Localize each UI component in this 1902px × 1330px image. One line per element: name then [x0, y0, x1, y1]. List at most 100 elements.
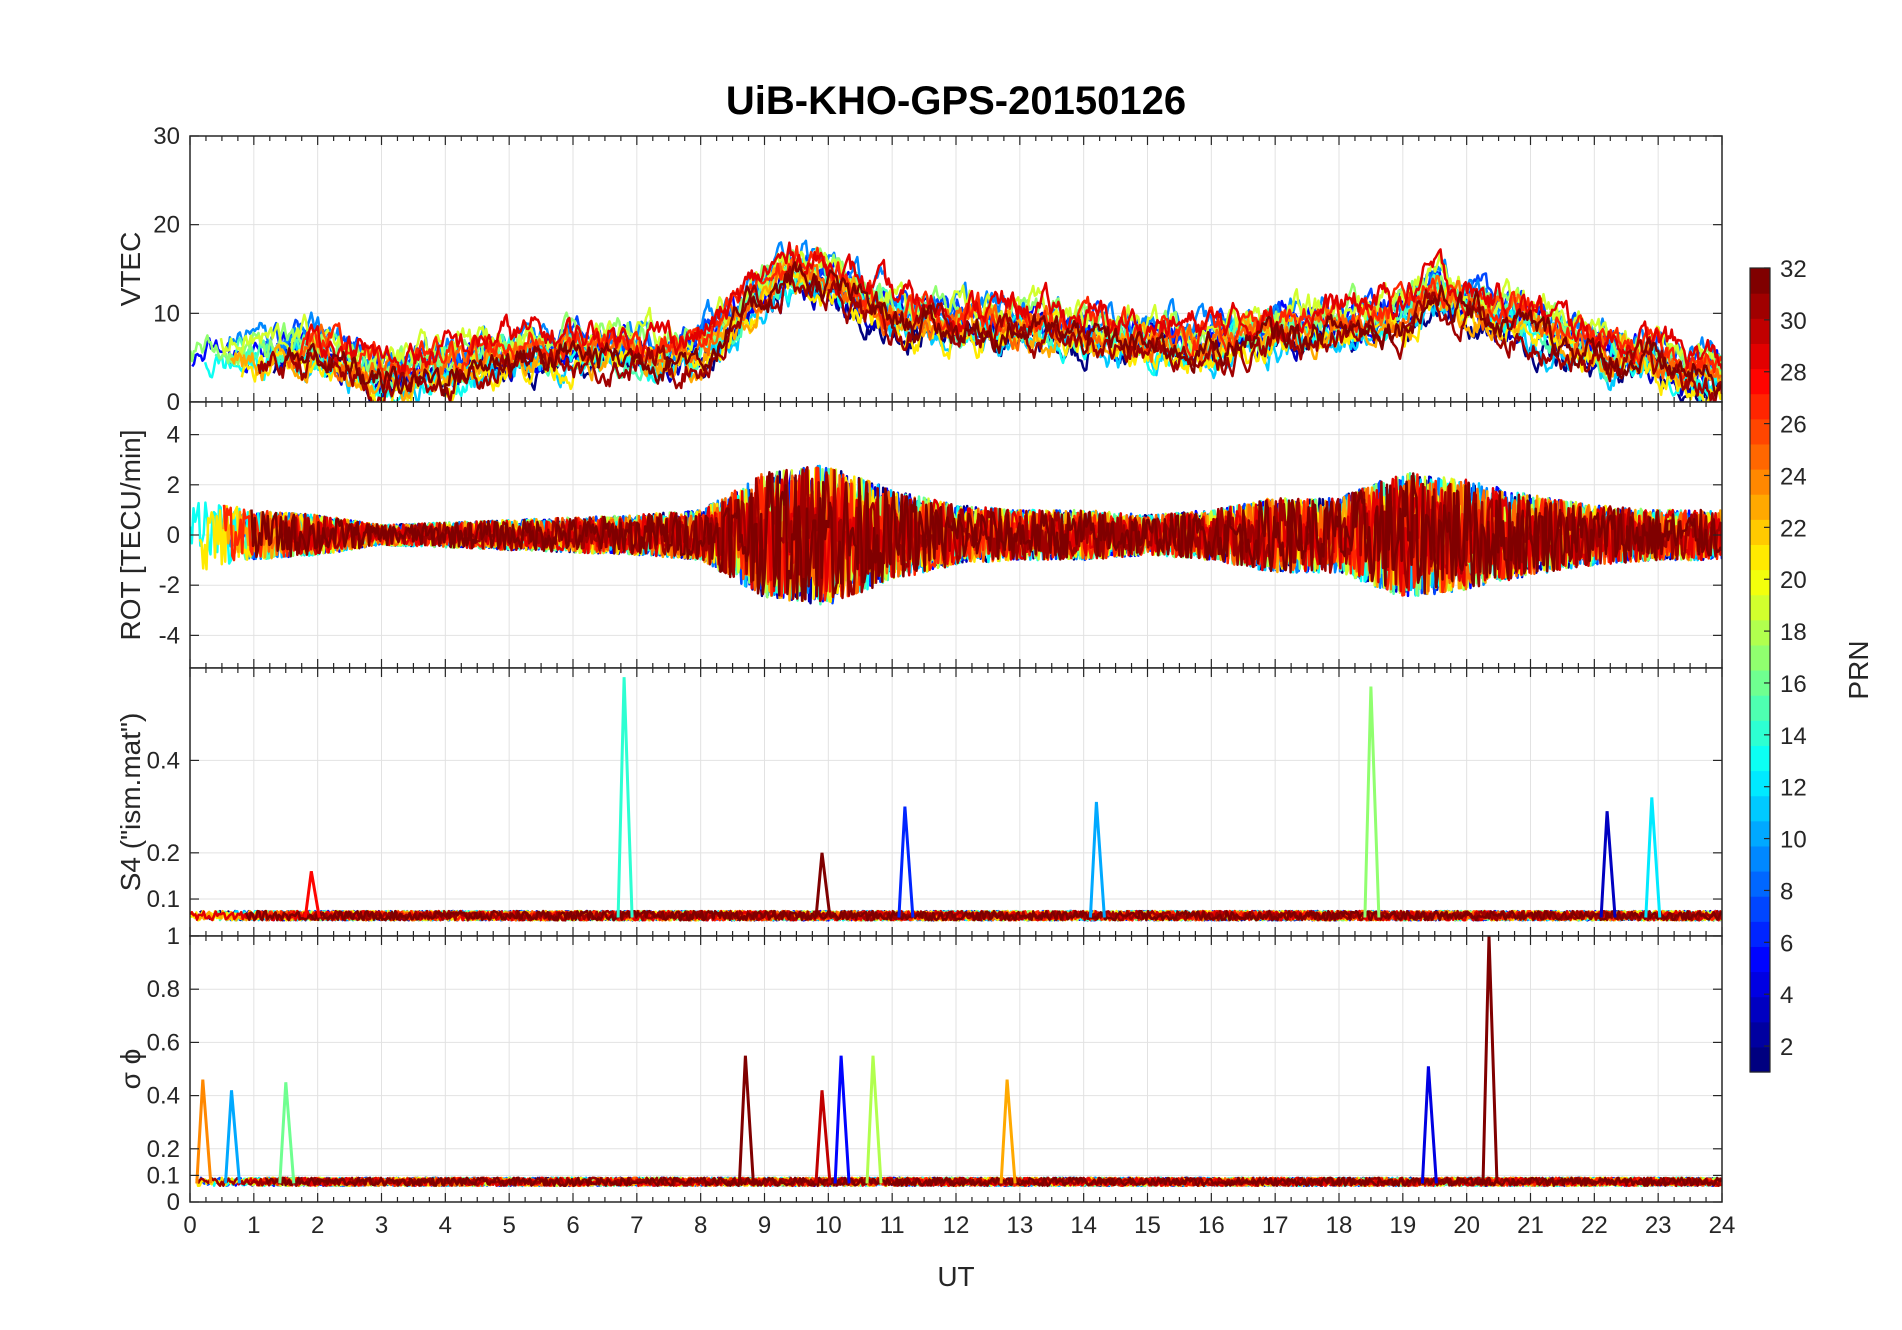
- colorbar-tick-label: 26: [1780, 412, 1807, 439]
- colorbar-segment: [1750, 494, 1770, 520]
- colorbar-segment: [1750, 795, 1770, 822]
- series-prn-31: [196, 1176, 1722, 1188]
- spike-prn-28: [303, 871, 321, 918]
- chart-title: UiB-KHO-GPS-20150126: [726, 79, 1186, 123]
- spike-prn-18: [865, 1055, 883, 1184]
- panel-s4: 0.1 0.2 0.4S4 ("ism.mat"): [115, 667, 1723, 937]
- colorbar-segment: [1750, 393, 1770, 420]
- y-tick-label: 0.1: [147, 886, 180, 913]
- colorbar-segment: [1750, 644, 1770, 671]
- spike-prn-16: [278, 1082, 296, 1184]
- y-tick-label: 0.8: [147, 976, 180, 1003]
- y-tick-label: -2: [159, 572, 180, 599]
- colorbar-segment: [1750, 946, 1770, 973]
- spike-prn-6: [897, 806, 915, 918]
- colorbar-segment: [1750, 519, 1770, 545]
- panel-vtec: 0 10 20 30 VTEC: [115, 123, 1723, 416]
- colorbar-segment: [1750, 544, 1770, 571]
- y-tick-label: 30: [153, 123, 180, 150]
- colorbar-tick-label: 22: [1780, 515, 1807, 542]
- colorbar-segment: [1750, 1021, 1770, 1048]
- colorbar-segment: [1750, 770, 1770, 797]
- colorbar-segment: [1750, 619, 1770, 646]
- colorbar-segment: [1750, 896, 1770, 922]
- colorbar-segment: [1750, 996, 1770, 1023]
- colorbar-tick-label: 20: [1780, 567, 1807, 594]
- colorbar-segment: [1750, 318, 1770, 344]
- colorbar-tick-label: 8: [1780, 878, 1793, 905]
- colorbar-tick-label: 14: [1780, 723, 1807, 750]
- x-tick-label: 19: [1389, 1212, 1416, 1239]
- colorbar-segment: [1750, 921, 1770, 947]
- colorbar-segment: [1750, 594, 1770, 621]
- x-tick-label: 6: [566, 1212, 579, 1239]
- y-axis-label-s4: S4 ("ism.mat"): [115, 713, 146, 892]
- x-tick-label: 14: [1070, 1212, 1097, 1239]
- y-tick-label: 0.6: [147, 1029, 180, 1056]
- y-tick-label: 0.2: [147, 840, 180, 867]
- colorbar-segment: [1750, 871, 1770, 897]
- x-tick-labels: 0 1 2 3 4 5 6 7 8 9 10 11 12 13 14 15 16 17 18 19 20 21 22 23 24: [183, 1212, 1735, 1239]
- y-axis-label-sigma: σ ϕ: [115, 1049, 146, 1090]
- y-tick-label: 0: [167, 522, 180, 549]
- colorbar-segment: [1750, 569, 1770, 596]
- y-tick-label: 0.1: [147, 1162, 180, 1189]
- x-tick-label: 1: [247, 1212, 260, 1239]
- series-prn-32: [244, 909, 1722, 922]
- colorbar-tick-label: 4: [1780, 982, 1793, 1009]
- colorbar-tick-label: 24: [1780, 463, 1807, 490]
- y-axis-label-rot: ROT [TECU/min]: [115, 429, 146, 640]
- series-prn-32: [250, 471, 1722, 603]
- colorbar-segment: [1750, 368, 1770, 395]
- x-tick-label: 23: [1645, 1212, 1672, 1239]
- spike-prn-17: [1363, 686, 1381, 918]
- colorbar-tick-label: 32: [1780, 256, 1807, 283]
- x-tick-label: 21: [1517, 1212, 1544, 1239]
- x-tick-label: 8: [694, 1212, 707, 1239]
- x-tick-label: 4: [439, 1212, 452, 1239]
- series-prn-31: [257, 265, 1722, 402]
- y-tick-label: 4: [167, 422, 180, 449]
- panel-rot: -4 -2 0 2 4 ROT [TECU/min]: [115, 401, 1723, 669]
- x-tick-label: 7: [630, 1212, 643, 1239]
- colorbar-segment: [1750, 670, 1770, 696]
- colorbar-segment: [1750, 695, 1770, 721]
- y-tick-label: 0.4: [147, 747, 180, 774]
- x-tick-label: 17: [1262, 1212, 1289, 1239]
- series-prn-32: [284, 261, 1722, 399]
- colorbar-tick-label: 6: [1780, 930, 1793, 957]
- colorbar-tick-label: 28: [1780, 360, 1807, 387]
- spike-prn-10: [1088, 801, 1106, 918]
- y-tick-label: 0: [167, 389, 180, 416]
- panel-rot-series: [190, 464, 1722, 606]
- spike-prn-10: [224, 1090, 241, 1184]
- colorbar-frame: [1749, 267, 1771, 1073]
- y-tick-label: 0.2: [147, 1136, 180, 1163]
- colorbar-segment: [1750, 343, 1770, 370]
- x-tick-label: 2: [311, 1212, 324, 1239]
- colorbar-segment: [1750, 418, 1770, 445]
- x-tick-label: 22: [1581, 1212, 1608, 1239]
- spike-prn-4: [1420, 1066, 1438, 1184]
- colorbar-tick-label: 10: [1780, 827, 1807, 854]
- colorbar-tick-label: 18: [1780, 619, 1807, 646]
- colorbar-segment: [1750, 720, 1770, 746]
- y-axis-label-vtec: VTEC: [115, 232, 146, 307]
- panel-sigma: 00.10.2 0.4 0.6 0.8 1 σ ϕ: [115, 923, 1723, 1216]
- colorbar-segment: [1750, 443, 1770, 470]
- y-tick-label: -4: [159, 622, 180, 649]
- colorbar-segment: [1750, 845, 1770, 872]
- colorbar-segment: [1750, 820, 1770, 847]
- y-tick-label: 20: [153, 212, 180, 239]
- panel-s4-series: [190, 677, 1722, 922]
- x-tick-label: 10: [815, 1212, 842, 1239]
- x-tick-label: 20: [1453, 1212, 1480, 1239]
- spike-prn-3: [1599, 811, 1617, 918]
- x-tick-label: 16: [1198, 1212, 1225, 1239]
- x-tick-label: 9: [758, 1212, 771, 1239]
- colorbar-label: PRN: [1843, 640, 1874, 699]
- spike-prn-5: [833, 1055, 851, 1184]
- spike-prn-12: [1644, 797, 1662, 918]
